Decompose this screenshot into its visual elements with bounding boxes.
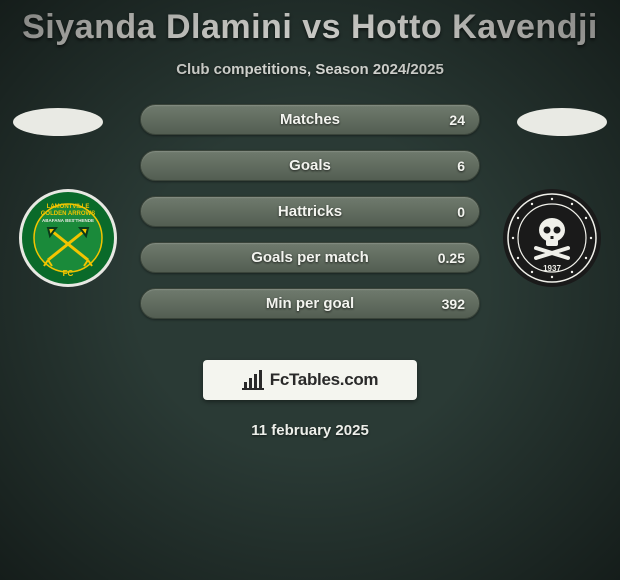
stat-rows: Matches 24 Goals 6 Hattricks 0 Goals per…: [140, 104, 480, 319]
club-badge-left: LAMONTVILLE GOLDEN ARROWS ABAFANA BES'TH…: [18, 188, 118, 288]
player-photo-placeholder-left: [13, 108, 103, 136]
golden-arrows-badge-icon: LAMONTVILLE GOLDEN ARROWS ABAFANA BES'TH…: [18, 188, 118, 288]
stat-label: Min per goal: [141, 289, 479, 318]
bar-chart-icon: [242, 370, 266, 390]
stat-label: Hattricks: [141, 197, 479, 226]
stat-value-right: 0: [457, 197, 465, 226]
brand-text: FcTables.com: [270, 370, 379, 390]
orlando-pirates-badge-icon: 1937: [502, 188, 602, 288]
club-badge-right: 1937: [502, 188, 602, 288]
comparison-arena: LAMONTVILLE GOLDEN ARROWS ABAFANA BES'TH…: [0, 108, 620, 338]
page-subtitle: Club competitions, Season 2024/2025: [0, 61, 620, 78]
stat-value-right: 24: [449, 105, 465, 134]
stat-value-right: 6: [457, 151, 465, 180]
stat-label: Goals per match: [141, 243, 479, 272]
stat-label: Matches: [141, 105, 479, 134]
date-line: 11 february 2025: [0, 422, 620, 439]
svg-text:ABAFANA BES'THENDE: ABAFANA BES'THENDE: [42, 218, 94, 223]
stat-bar-hattricks: Hattricks 0: [140, 196, 480, 227]
brand-box[interactable]: FcTables.com: [203, 360, 417, 400]
stat-bar-matches: Matches 24: [140, 104, 480, 135]
svg-text:FC: FC: [63, 269, 74, 278]
badge-year: 1937: [543, 264, 561, 273]
page-title: Siyanda Dlamini vs Hotto Kavendji: [0, 0, 620, 47]
stat-value-right: 392: [442, 289, 465, 318]
player-photo-placeholder-right: [517, 108, 607, 136]
stat-bar-min-per-goal: Min per goal 392: [140, 288, 480, 319]
svg-text:LAMONTVILLE: LAMONTVILLE: [47, 204, 90, 210]
stat-label: Goals: [141, 151, 479, 180]
stat-bar-goals-per-match: Goals per match 0.25: [140, 242, 480, 273]
svg-text:GOLDEN ARROWS: GOLDEN ARROWS: [41, 211, 95, 217]
stat-value-right: 0.25: [438, 243, 465, 272]
stat-bar-goals: Goals 6: [140, 150, 480, 181]
